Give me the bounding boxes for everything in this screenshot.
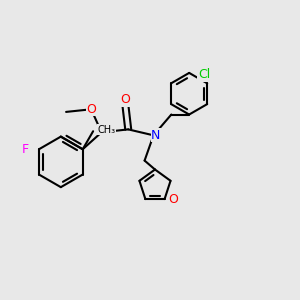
Text: O: O <box>120 93 130 106</box>
Text: N: N <box>151 129 160 142</box>
Text: CH₃: CH₃ <box>98 125 116 135</box>
Text: F: F <box>22 143 29 156</box>
Text: O: O <box>169 193 178 206</box>
Text: Cl: Cl <box>198 68 210 81</box>
Text: O: O <box>86 103 96 116</box>
